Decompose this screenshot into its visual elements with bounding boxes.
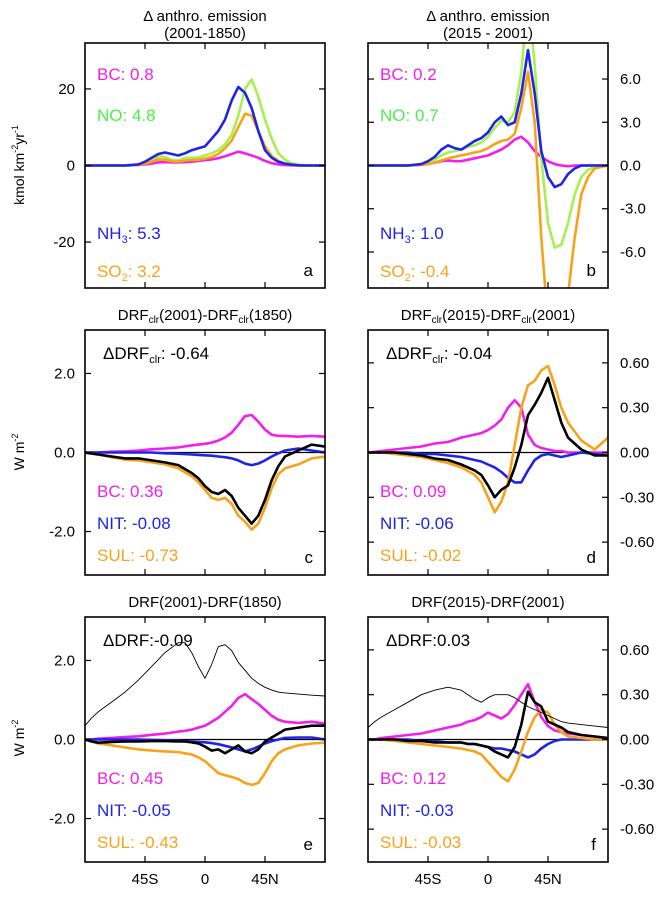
delta-annotation: ΔDRFclr: -0.64 xyxy=(103,344,209,366)
panel-subtitle: (2015 - 2001) xyxy=(443,25,533,42)
x-tick-label: 45N xyxy=(251,871,279,888)
series-line-bc xyxy=(368,684,608,739)
y-tick-label: 0.30 xyxy=(620,687,649,704)
y-axis-label-w-total: W m-2 xyxy=(10,720,27,757)
panel-f: 45S 0 45N -0.60 -0.30 0.00 0.30 0.60 DRF(2015)-D… xyxy=(368,594,654,888)
y-axis-label-emission: kmol km-2yr-1 xyxy=(10,125,27,205)
y-tick-label: -2.0 xyxy=(49,524,75,541)
delta-annotation: ΔDRFclr: -0.04 xyxy=(386,344,492,366)
x-tick-label: 0 xyxy=(201,871,209,888)
panel-letter: a xyxy=(304,261,314,280)
y-axis-label-w-clr: W m-2 xyxy=(10,434,27,471)
panel-title: DRFclr(2001)-DRFclr(1850) xyxy=(118,307,293,326)
annotation-bc: BC: 0.45 xyxy=(97,769,163,788)
x-tick-label: 45S xyxy=(132,871,159,888)
panel-letter: c xyxy=(305,548,314,567)
annotation-bc: BC: 0.12 xyxy=(380,769,446,788)
panel-title: DRFclr(2015)-DRFclr(2001) xyxy=(401,307,576,326)
y-tick-label: 0.00 xyxy=(620,445,649,462)
series-line-bc xyxy=(368,137,608,167)
delta-annotation: ΔDRF:-0.09 xyxy=(103,631,193,650)
series-line-reference xyxy=(368,687,608,727)
panel-title: DRF(2015)-DRF(2001) xyxy=(411,594,564,611)
annotation-nit: NIT: -0.08 xyxy=(97,514,171,533)
series-line-bc xyxy=(85,415,325,453)
y-tick-label: 3.0 xyxy=(620,114,641,131)
annotation-bc: BC: 0.8 xyxy=(97,65,154,84)
annotation-bc: BC: 0.36 xyxy=(97,482,163,501)
series-line-reference xyxy=(85,643,325,726)
annotation-so2: SO2: -0.4 xyxy=(380,262,449,284)
annotation-bc: BC: 0.2 xyxy=(380,65,437,84)
panel-subtitle: (2001-1850) xyxy=(164,25,246,42)
x-tick-label: 0 xyxy=(484,871,492,888)
panel-title: Δ anthro. emission xyxy=(426,8,549,25)
series-line-nh3 xyxy=(85,87,325,166)
panel-a: -20 0 20 Δ anthro. emission(2001-1850) a BC: … xyxy=(53,8,325,288)
annotation-no: NO: 4.8 xyxy=(97,106,156,125)
series-line-total xyxy=(368,692,608,758)
panel-letter: f xyxy=(591,835,596,854)
series-group xyxy=(85,643,325,785)
y-tick-label: -0.60 xyxy=(620,821,654,838)
annotation-nh3: NH3: 1.0 xyxy=(380,224,444,246)
panel-c: -2.0 0.0 2.0 DRFclr(2001)-DRFclr(1850) c ΔDRF… xyxy=(49,307,325,575)
panel-title: Δ anthro. emission xyxy=(143,8,266,25)
y-tick-label: -0.30 xyxy=(620,489,654,506)
panel-d: -0.60 -0.30 0.00 0.30 0.60 DRFclr(2015)-DRFcl… xyxy=(368,307,654,575)
x-tick-label: 45S xyxy=(415,871,442,888)
series-line-bc xyxy=(85,694,325,739)
y-tick-label: 0.60 xyxy=(620,642,649,659)
annotation-no: NO: 0.7 xyxy=(380,106,439,125)
panel-title: DRF(2001)-DRF(1850) xyxy=(128,594,281,611)
y-tick-label: 0 xyxy=(67,158,75,175)
annotation-nit: NIT: -0.05 xyxy=(97,801,171,820)
y-tick-label: -0.60 xyxy=(620,534,654,551)
series-group xyxy=(368,684,608,781)
y-tick-label: 0.00 xyxy=(620,732,649,749)
y-tick-label: 0.0 xyxy=(54,445,75,462)
annotation-nit: NIT: -0.03 xyxy=(380,801,454,820)
y-tick-label: 0.0 xyxy=(54,732,75,749)
series-line-total xyxy=(368,378,608,498)
y-tick-label: -3.0 xyxy=(620,201,646,218)
y-tick-label: -0.30 xyxy=(620,776,654,793)
annotation-nit: NIT: -0.06 xyxy=(380,514,454,533)
delta-annotation: ΔDRF:0.03 xyxy=(386,631,470,650)
y-tick-label: -20 xyxy=(53,234,75,251)
annotation-sul: SUL: -0.73 xyxy=(97,546,178,565)
series-line-nit xyxy=(368,453,608,483)
y-tick-label: 0.60 xyxy=(620,355,649,372)
panel-letter: b xyxy=(587,261,596,280)
annotation-nh3: NH3: 5.3 xyxy=(97,224,161,246)
panel-letter: e xyxy=(304,835,313,854)
annotation-so2: SO2: 3.2 xyxy=(97,262,161,284)
y-tick-label: 6.0 xyxy=(620,71,641,88)
panel-e: 45S 0 45N -2.0 0.0 2.0 DRF(2001)-DRF(1850) e ΔDR… xyxy=(49,594,325,888)
series-group xyxy=(85,415,325,530)
annotation-sul: SUL: -0.03 xyxy=(380,833,461,852)
x-tick-label: 45N xyxy=(534,871,562,888)
panel-letter: d xyxy=(587,548,596,567)
y-tick-label: 0.0 xyxy=(620,158,641,175)
annotation-bc: BC: 0.09 xyxy=(380,482,446,501)
y-tick-label: 20 xyxy=(58,81,75,98)
y-tick-label: -2.0 xyxy=(49,811,75,828)
y-tick-label: 2.0 xyxy=(54,652,75,669)
annotation-sul: SUL: -0.02 xyxy=(380,546,461,565)
y-tick-label: -6.0 xyxy=(620,244,646,261)
annotation-sul: SUL: -0.43 xyxy=(97,833,178,852)
y-tick-label: 2.0 xyxy=(54,365,75,382)
y-tick-label: 0.30 xyxy=(620,400,649,417)
